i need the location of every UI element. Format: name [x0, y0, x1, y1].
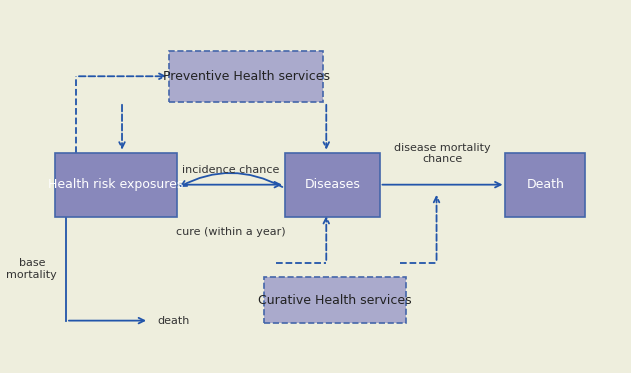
FancyBboxPatch shape: [56, 153, 177, 217]
Text: Preventive Health services: Preventive Health services: [163, 70, 330, 83]
FancyBboxPatch shape: [169, 51, 323, 102]
Text: disease mortality
chance: disease mortality chance: [394, 143, 491, 164]
FancyBboxPatch shape: [505, 153, 586, 217]
Text: incidence chance: incidence chance: [182, 166, 280, 175]
Text: cure (within a year): cure (within a year): [176, 227, 286, 237]
Text: death: death: [158, 316, 190, 326]
FancyBboxPatch shape: [264, 278, 406, 323]
Text: Diseases: Diseases: [304, 178, 360, 191]
Text: base
mortality: base mortality: [6, 258, 57, 279]
FancyBboxPatch shape: [285, 153, 380, 217]
Text: Death: Death: [526, 178, 564, 191]
Text: Curative Health services: Curative Health services: [258, 294, 412, 307]
Text: Health risk exposures: Health risk exposures: [49, 178, 184, 191]
